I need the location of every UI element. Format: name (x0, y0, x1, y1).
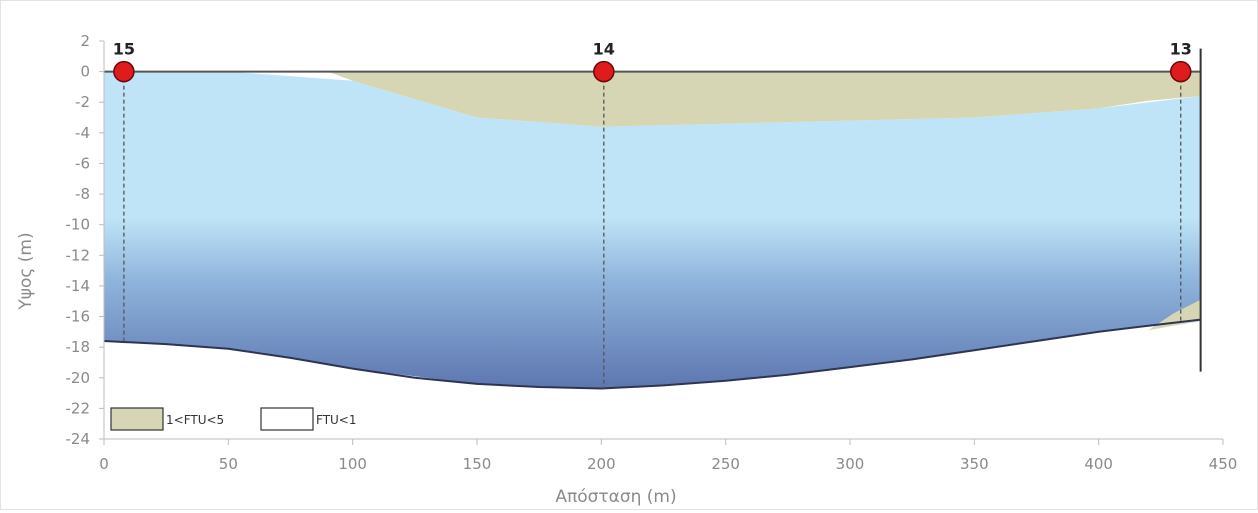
x-tick-label: 150 (463, 455, 492, 473)
y-tick-label: -10 (66, 216, 91, 234)
x-tick-label: 450 (1209, 455, 1238, 473)
station-13-label: 13 (1170, 40, 1192, 59)
plot-area: 15 14 13 (103, 40, 1202, 390)
x-tick-label: 0 (99, 455, 109, 473)
legend-swatch-2 (260, 407, 314, 431)
river-bed-line (103, 318, 1201, 390)
station-14-label: 14 (593, 40, 615, 59)
y-tick-label: -22 (66, 399, 91, 417)
y-tick-label: -14 (66, 277, 91, 295)
station-14-marker (593, 60, 615, 83)
legend-swatch-1 (110, 407, 164, 431)
x-tick-label: 250 (711, 455, 740, 473)
x-tick-label: 50 (219, 455, 238, 473)
y-tick-label: -6 (75, 154, 90, 172)
y-tick-label: -4 (75, 124, 90, 142)
y-tick-label: 0 (80, 63, 90, 81)
y-tick-label: -20 (66, 369, 91, 387)
station-15-label: 15 (113, 40, 135, 59)
y-tick-label: -8 (75, 185, 90, 203)
axes: 2 0 -2 -4 -6 -8 -10 -12 -14 -16 -18 -20 -22 -24 0 50 100… (66, 32, 1238, 473)
y-tick-label: 2 (80, 32, 90, 50)
station-15-marker (113, 60, 135, 83)
y-tick-label: -24 (66, 430, 91, 448)
y-axis-label: Υψος (m) (16, 232, 36, 310)
x-axis-label: Απόσταση (m) (555, 487, 676, 507)
y-tick-label: -18 (66, 338, 91, 356)
turbid-layer-surface-area (104, 71, 1201, 127)
legend: 1<FTU<5 FTU<1 (110, 407, 357, 431)
legend-label-2: FTU<1 (316, 413, 357, 427)
x-tick-label: 300 (836, 455, 865, 473)
x-tick-label: 400 (1084, 455, 1113, 473)
water-body-area (104, 71, 1201, 389)
x-tick-label: 350 (960, 455, 989, 473)
x-tick-label: 100 (338, 455, 367, 473)
y-tick-label: -16 (66, 308, 91, 326)
turbid-layer-bottom-area (1148, 299, 1201, 331)
x-tick-label: 200 (587, 455, 616, 473)
y-tick-label: -2 (75, 93, 90, 111)
station-13-marker (1169, 60, 1192, 83)
legend-label-1: 1<FTU<5 (166, 413, 224, 427)
y-tick-label: -12 (66, 246, 91, 264)
